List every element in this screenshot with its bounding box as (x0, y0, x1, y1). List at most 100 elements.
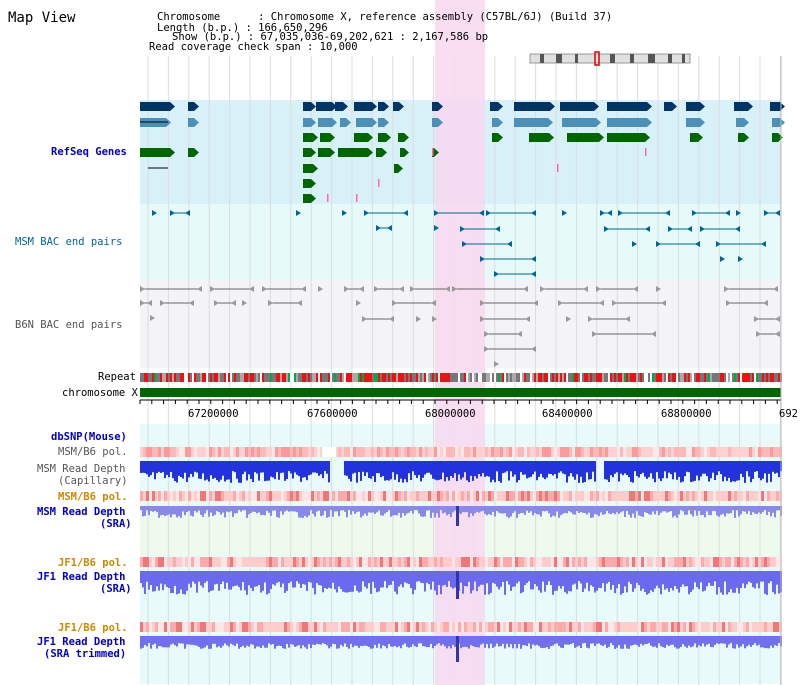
read-depth-bar (330, 636, 332, 647)
read-depth-bar (618, 506, 620, 514)
read-depth-bar (518, 461, 520, 481)
read-depth-bar (766, 461, 768, 483)
read-depth-bar (204, 636, 206, 648)
read-depth-bar (568, 636, 570, 645)
track-label-dbsnp[interactable]: dbSNP(Mouse) (51, 431, 127, 443)
gene-strand-arrow (372, 102, 377, 111)
gene-feature (607, 118, 647, 127)
read-depth-bar (686, 506, 688, 515)
read-depth-bar (322, 506, 324, 516)
polymorphism-cell (305, 557, 308, 567)
read-depth-bar (602, 571, 604, 584)
track-label-msm-bac[interactable]: MSM BAC end pairs (15, 236, 123, 248)
bac-end (410, 286, 415, 292)
read-depth-bar (142, 461, 144, 473)
read-depth-bar (298, 506, 300, 518)
read-depth-bar (436, 461, 438, 481)
polymorphism-cell (575, 491, 578, 501)
repeat-mark (636, 373, 638, 382)
polymorphism-cell (209, 447, 212, 457)
polymorphism-cell (491, 491, 494, 501)
read-depth-bar (598, 636, 600, 644)
polymorphism-cell (551, 622, 554, 632)
read-depth-bar (764, 571, 766, 594)
read-depth-bar (424, 506, 426, 517)
polymorphism-cell (671, 491, 674, 501)
gene-strand-arrow (672, 102, 677, 111)
read-depth-bar (190, 506, 192, 516)
repeat-mark (590, 373, 592, 382)
repeat-mark (508, 373, 510, 382)
polymorphism-cell (704, 447, 707, 457)
polymorphism-cell (641, 491, 644, 501)
read-depth-bar (472, 461, 474, 481)
read-depth-bar (146, 636, 148, 647)
read-depth-bar (370, 506, 372, 513)
polymorphism-cell (254, 447, 257, 457)
read-depth-bar (756, 571, 758, 584)
polymorphism-cell (326, 491, 329, 501)
polymorphism-cell (344, 447, 347, 457)
read-depth-bar (540, 571, 542, 593)
repeat-mark (704, 373, 706, 382)
polymorphism-cell (362, 557, 365, 567)
page-title: Map View (8, 10, 76, 26)
track-label-refseq[interactable]: RefSeq Genes (51, 146, 127, 158)
read-depth-bar (356, 571, 358, 591)
polymorphism-cell (392, 447, 395, 457)
read-depth-bar (400, 506, 402, 518)
polymorphism-cell (686, 491, 689, 501)
polymorphism-cell (572, 622, 575, 632)
read-depth-bar (468, 461, 470, 483)
polymorphism-cell (182, 557, 185, 567)
read-depth-bar (162, 571, 164, 591)
polymorphism-cell (260, 447, 263, 457)
read-depth-bar (196, 461, 198, 473)
bac-end (359, 286, 364, 292)
ruler-tick: 68800000 (661, 408, 712, 420)
read-depth-bar (336, 636, 338, 649)
repeat-mark (622, 373, 624, 382)
polymorphism-cell (539, 447, 542, 457)
read-depth-bar (190, 461, 192, 474)
polymorphism-cell (710, 447, 713, 457)
repeat-mark (634, 373, 636, 382)
read-depth-bar (248, 506, 250, 515)
polymorphism-cell (479, 557, 482, 567)
read-depth-bar (304, 571, 306, 585)
polymorphism-cell (206, 491, 209, 501)
polymorphism-cell (713, 491, 716, 501)
repeat-mark (274, 373, 276, 382)
read-depth-bar (504, 571, 506, 595)
read-depth-bar (578, 461, 580, 483)
read-depth-bar (632, 506, 634, 514)
read-depth-bar (310, 461, 312, 475)
read-depth-bar (650, 506, 652, 515)
read-depth-bar (514, 506, 516, 512)
read-depth-bar (398, 461, 400, 483)
repeat-mark (204, 373, 206, 382)
polymorphism-cell (503, 447, 506, 457)
read-depth-bar (232, 506, 234, 517)
polymorphism-cell (203, 447, 206, 457)
read-depth-bar (484, 506, 486, 514)
repeat-mark (624, 373, 626, 382)
track-label-b6n-bac[interactable]: B6N BAC end pairs (15, 319, 123, 331)
read-depth-bar (314, 636, 316, 646)
read-depth-bar (630, 571, 632, 585)
read-depth-bar (724, 636, 726, 644)
polymorphism-cell (701, 557, 704, 567)
read-depth-bar (586, 461, 588, 473)
read-depth-bar (212, 571, 214, 591)
read-depth-bar (316, 636, 318, 644)
read-depth-bar (412, 636, 414, 645)
bac-end (525, 316, 530, 322)
track-label-msm-b6-pol: MSM/B6 pol. (58, 446, 128, 458)
read-depth-bar (302, 506, 304, 518)
read-depth-bar (708, 461, 710, 482)
bac-end (592, 331, 597, 337)
read-depth-bar (592, 571, 594, 587)
polymorphism-cell (446, 622, 449, 632)
